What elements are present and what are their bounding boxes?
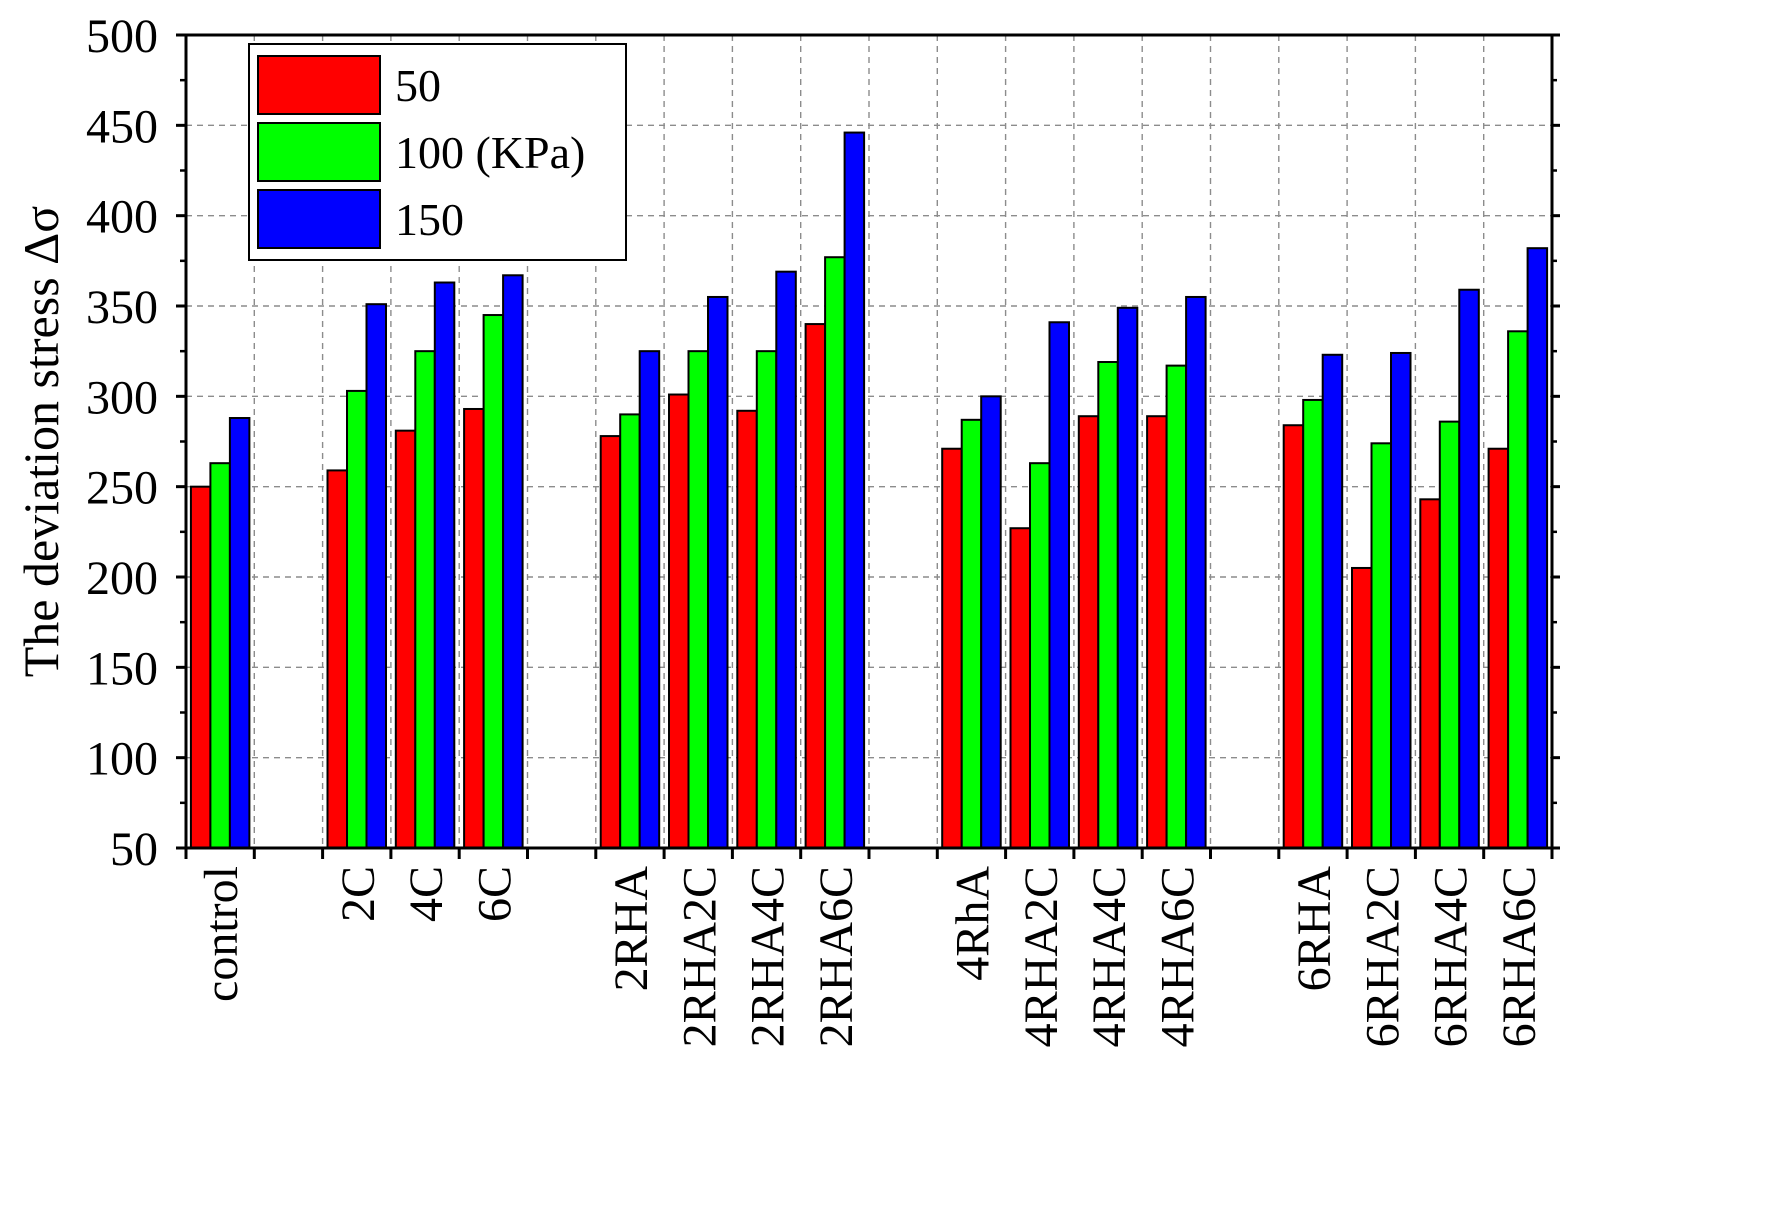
bar-2RHA6C-series-2 [843, 131, 866, 849]
y-tick-label: 350 [86, 281, 158, 334]
bar-control-series-2 [228, 417, 251, 849]
legend-label-2: 150 [395, 194, 464, 245]
y-tick-label: 100 [86, 733, 158, 786]
x-tick-label-6C: 6C [468, 866, 521, 922]
bar-2RHA2C-series-0 [668, 393, 690, 849]
bar-2RHA4C-series-1 [755, 350, 778, 849]
y-tick-label: 300 [86, 371, 158, 424]
x-tick-label-6RHA4C: 6RHA4C [1425, 866, 1478, 1047]
legend-swatch-2 [257, 189, 381, 249]
y-tick-label: 500 [86, 10, 158, 63]
x-tick-label-2RHA4C: 2RHA4C [742, 866, 795, 1047]
bar-4RHA2C-series-2 [1048, 321, 1070, 849]
x-tick-label-2RHA: 2RHA [605, 866, 658, 992]
x-tick-label-4RhA: 4RhA [946, 866, 999, 981]
tick-labels: 50 100 150 200 250 300 350 400 450 500 control 2C 4C… [86, 10, 1546, 1047]
bar-4RHA6C-series-2 [1185, 295, 1207, 849]
legend: 50 100 (KPa) 150 [248, 43, 627, 261]
bar-2C-series-0 [326, 469, 348, 849]
bar-4RhA-series-0 [941, 447, 963, 849]
bar-4RHA2C-series-0 [1009, 527, 1031, 849]
bar-4RhA-series-1 [960, 418, 983, 849]
bar-control-series-1 [209, 462, 231, 849]
bar-2RHA6C-series-1 [824, 256, 846, 850]
bar-4RHA4C-series-2 [1116, 306, 1139, 850]
bar-2RHA4C-series-2 [775, 270, 797, 849]
bar-6RHA4C-series-1 [1438, 420, 1461, 849]
bar-2RHA-series-1 [619, 413, 641, 849]
x-tick-label-4C: 4C [400, 866, 453, 922]
bar-2C-series-2 [365, 303, 387, 849]
x-tick-label-4RHA4C: 4RHA4C [1083, 866, 1136, 1047]
bar-6RHA4C-series-2 [1458, 288, 1480, 849]
bar-2RHA6C-series-0 [804, 323, 827, 850]
bar-6C-series-1 [482, 314, 505, 849]
bar-control-series-0 [189, 485, 212, 849]
bars [189, 131, 1549, 850]
bar-4RHA6C-series-0 [1146, 415, 1168, 849]
bar-2RHA2C-series-2 [707, 295, 729, 849]
y-tick-label: 400 [86, 191, 158, 244]
x-tick-label-6RHA: 6RHA [1288, 866, 1341, 992]
y-tick-label: 50 [110, 823, 158, 876]
bar-6RHA-series-0 [1282, 424, 1305, 849]
bar-6RHA6C-series-0 [1487, 447, 1510, 849]
bar-4RHA4C-series-0 [1077, 415, 1100, 849]
x-tick-label-control: control [195, 866, 248, 1002]
x-tick-label-2RHA6C: 2RHA6C [810, 866, 863, 1047]
bar-6RHA2C-series-1 [1370, 442, 1392, 849]
x-tick-label-4RHA6C: 4RHA6C [1151, 866, 1204, 1047]
bar-4C-series-0 [394, 429, 417, 849]
bar-4RHA6C-series-1 [1165, 364, 1188, 849]
bar-4RhA-series-2 [980, 395, 1002, 849]
bar-6C-series-0 [463, 407, 485, 849]
x-tick-label-6RHA6C: 6RHA6C [1493, 866, 1546, 1047]
bar-6RHA-series-2 [1321, 353, 1344, 849]
legend-label-1: 100 (KPa) [395, 127, 585, 178]
x-tick-label-6RHA2C: 6RHA2C [1356, 866, 1409, 1047]
bar-4RHA2C-series-1 [1029, 462, 1051, 849]
bar-6C-series-2 [502, 274, 524, 849]
bar-2RHA-series-0 [599, 435, 622, 849]
axes [176, 33, 1560, 859]
bar-2RHA4C-series-0 [736, 409, 758, 849]
y-tick-label: 450 [86, 100, 158, 153]
x-tick-label-2C: 2C [332, 866, 385, 922]
bar-6RHA-series-1 [1302, 398, 1324, 849]
bar-4RHA4C-series-1 [1097, 361, 1119, 849]
bar-4C-series-2 [433, 281, 456, 850]
legend-swatch-0 [257, 55, 381, 115]
bar-6RHA2C-series-0 [1351, 566, 1373, 849]
bar-2RHA-series-2 [638, 350, 661, 849]
bar-6RHA6C-series-2 [1526, 247, 1549, 850]
y-axis-label: The deviation stress Δσ [13, 206, 69, 678]
y-tick-label: 150 [86, 642, 158, 695]
y-tick-label: 250 [86, 462, 158, 515]
bar-6RHA6C-series-1 [1507, 330, 1529, 849]
legend-swatch-1 [257, 122, 381, 182]
bar-2C-series-1 [346, 389, 368, 849]
legend-label-0: 50 [395, 60, 441, 111]
x-tick-label-4RHA2C: 4RHA2C [1015, 866, 1068, 1047]
x-tick-label-2RHA2C: 2RHA2C [673, 866, 726, 1047]
bar-6RHA2C-series-2 [1390, 351, 1412, 849]
bar-2RHA2C-series-1 [687, 350, 709, 849]
y-tick-label: 200 [86, 552, 158, 605]
bar-6RHA4C-series-0 [1419, 498, 1441, 849]
bar-4C-series-1 [414, 350, 436, 849]
